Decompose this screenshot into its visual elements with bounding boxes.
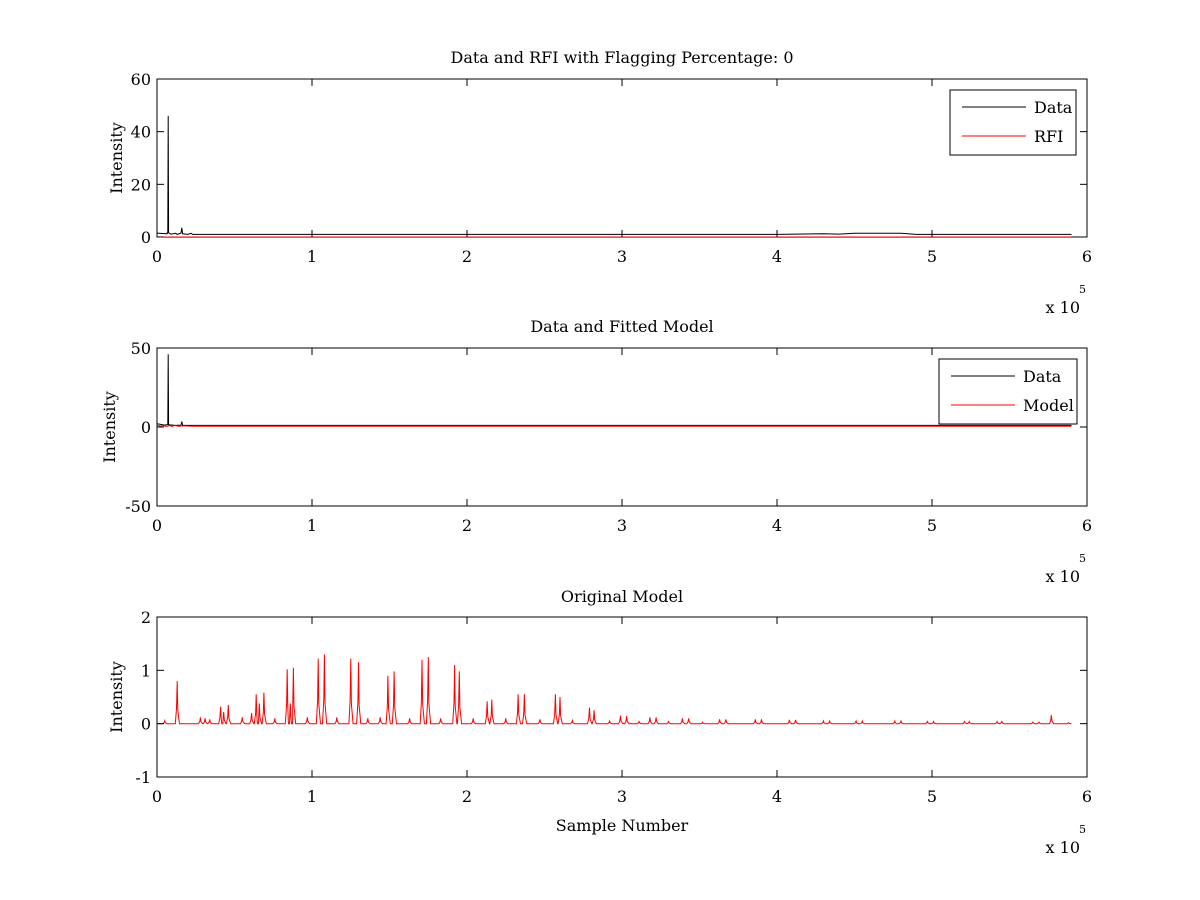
y-tick-label: 0 — [141, 715, 151, 734]
series-line-model — [157, 424, 1072, 428]
x-tick-label: 4 — [772, 787, 782, 806]
y-tick-label: 0 — [141, 418, 151, 437]
series-group — [157, 654, 1072, 725]
x-multiplier-base: x 10 — [1046, 567, 1080, 586]
y-tick-label: 50 — [131, 339, 151, 358]
y-axis-label: Intensity — [107, 122, 126, 194]
y-tick-label: 2 — [141, 608, 151, 627]
y-tick-label: -50 — [125, 497, 151, 516]
legend-label-data: Data — [1023, 367, 1062, 386]
y-tick-label: 60 — [131, 70, 151, 89]
y-tick-label: -1 — [135, 768, 151, 787]
x-tick-label: 3 — [617, 247, 627, 266]
plot-frame — [156, 78, 1088, 238]
series-line-data — [157, 354, 1072, 426]
chart-title: Data and RFI with Flagging Percentage: 0 — [450, 48, 793, 67]
x-multiplier-exponent: 5 — [1079, 552, 1086, 565]
y-axis-label: Intensity — [100, 391, 119, 463]
x-tick-label: 4 — [772, 516, 782, 535]
y-tick-label: 0 — [141, 228, 151, 247]
x-tick-label: 1 — [307, 247, 317, 266]
series-group — [157, 115, 1072, 237]
legend-box — [938, 358, 1078, 425]
plot-frame — [156, 616, 1088, 778]
x-tick-label: 6 — [1082, 787, 1092, 806]
x-multiplier: x 10 5 — [1046, 823, 1086, 857]
x-axis-label: Sample Number — [556, 816, 689, 835]
x-tick-label: 2 — [462, 516, 472, 535]
legend-label-data: Data — [1034, 98, 1073, 117]
legend-box — [949, 89, 1077, 156]
x-multiplier: x 10 5 — [1046, 552, 1086, 586]
x-tick-label: 0 — [152, 516, 162, 535]
y-tick-label: 1 — [141, 661, 151, 680]
x-tick-label: 4 — [772, 247, 782, 266]
series-group — [157, 354, 1072, 428]
x-multiplier-exponent: 5 — [1079, 283, 1086, 296]
x-tick-label: 5 — [927, 247, 937, 266]
chart-title: Data and Fitted Model — [530, 317, 713, 336]
x-tick-label: 5 — [927, 516, 937, 535]
x-tick-label: 2 — [462, 787, 472, 806]
x-tick-label: 5 — [927, 787, 937, 806]
y-axis-label: Intensity — [107, 661, 126, 733]
legend: Data RFI — [949, 89, 1077, 156]
legend-label-model: Model — [1023, 396, 1074, 415]
y-tick-label: 20 — [131, 175, 151, 194]
y-tick-label: 40 — [131, 123, 151, 142]
x-tick-label: 2 — [462, 247, 472, 266]
x-multiplier-base: x 10 — [1046, 298, 1080, 317]
series-line-data — [157, 115, 1072, 235]
x-tick-label: 0 — [152, 247, 162, 266]
x-tick-label: 3 — [617, 516, 627, 535]
x-tick-label: 6 — [1082, 516, 1092, 535]
x-tick-label: 6 — [1082, 247, 1092, 266]
legend-label-rfi: RFI — [1034, 127, 1063, 146]
x-tick-label: 3 — [617, 787, 627, 806]
x-multiplier-exponent: 5 — [1079, 823, 1086, 836]
x-tick-label: 1 — [307, 516, 317, 535]
legend: Data Model — [938, 358, 1078, 425]
x-tick-label: 1 — [307, 787, 317, 806]
series-line-model — [157, 654, 1072, 725]
x-multiplier-base: x 10 — [1046, 838, 1080, 857]
x-tick-label: 0 — [152, 787, 162, 806]
x-multiplier: x 10 5 — [1046, 283, 1086, 317]
chart-title: Original Model — [561, 587, 683, 606]
